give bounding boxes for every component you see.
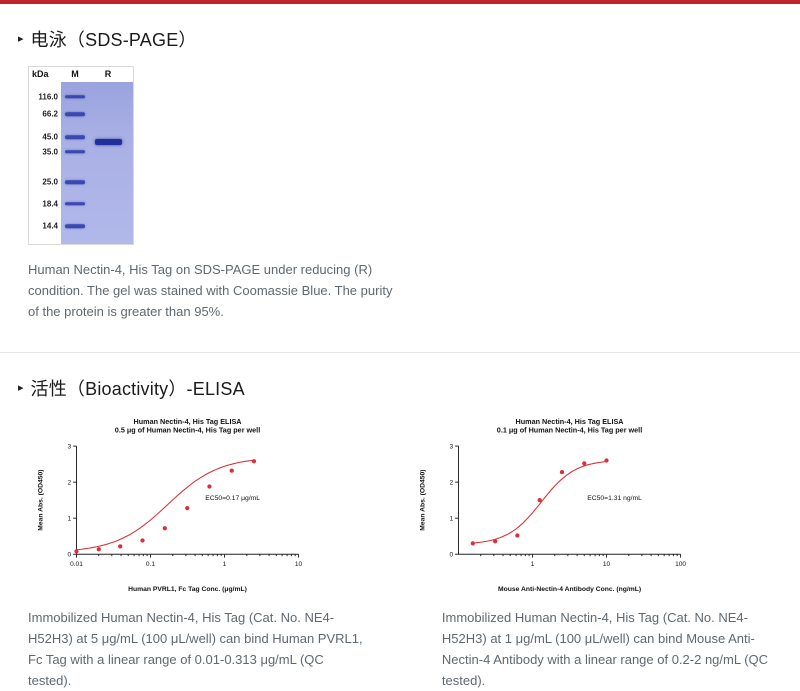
svg-text:0: 0	[450, 552, 454, 559]
gel-marker-band	[65, 135, 85, 139]
sds-page-gel-image: kDa M R 116.0 66.2 45.0 35.0 25.0 18.4 14.4	[28, 66, 134, 245]
svg-text:3: 3	[450, 443, 454, 450]
elisa-captions-row: Immobilized Human Nectin-4, His Tag (Cat…	[10, 607, 790, 691]
sds-page-section-header[interactable]: ▸ 电泳（SDS-PAGE）	[18, 26, 790, 52]
sds-page-section-title: 电泳（SDS-PAGE）	[30, 30, 197, 50]
svg-text:EC50=1.31 ng/mL: EC50=1.31 ng/mL	[587, 495, 642, 502]
sds-page-caption: Human Nectin-4, His Tag on SDS-PAGE unde…	[28, 262, 393, 320]
elisa-chart-right: Human Nectin-4, His Tag ELISA 0.1 μg of H…	[400, 413, 790, 597]
section-bioactivity: ▸ 活性（Bioactivity）-ELISA Human Nectin-4, …	[0, 375, 800, 691]
gel-body: 116.0 66.2 45.0 35.0 25.0 18.4 14.4	[29, 82, 133, 244]
gel-marker-band	[65, 149, 85, 154]
svg-text:0: 0	[68, 552, 72, 559]
svg-text:2: 2	[450, 480, 454, 487]
elisa-caption-right: Immobilized Human Nectin-4, His Tag (Cat…	[441, 610, 769, 689]
svg-text:3: 3	[68, 443, 72, 450]
gel-marker-band	[65, 94, 85, 99]
elisa-charts-row: Human Nectin-4, His Tag ELISA 0.5 μg of H…	[10, 413, 790, 597]
svg-text:1: 1	[450, 516, 454, 523]
svg-text:1: 1	[223, 561, 227, 568]
gel-marker-band	[65, 224, 85, 228]
gel-marker-label: 18.4	[42, 199, 58, 208]
section-divider	[0, 352, 800, 354]
svg-text:0.5 μg of Human Nectin-4, His: 0.5 μg of Human Nectin-4, His Tag per we…	[115, 426, 260, 435]
gel-marker-label: 66.2	[42, 109, 58, 119]
gel-marker-label: 45.0	[42, 132, 58, 142]
svg-text:Mouse Anti-Nectin-4 Antibody C: Mouse Anti-Nectin-4 Antibody Conc. (ng/m…	[498, 586, 641, 593]
svg-text:1: 1	[531, 561, 535, 568]
svg-text:0.1: 0.1	[146, 561, 155, 568]
gel-sample-band	[95, 138, 122, 145]
bioactivity-section-title: 活性（Bioactivity）-ELISA	[30, 379, 245, 400]
gel-marker-band	[65, 201, 85, 206]
top-accent-bar	[0, 0, 800, 4]
gel-marker-band	[65, 180, 85, 185]
gel-marker-labels: 116.0 66.2 45.0 35.0 25.0 18.4 14.4	[29, 82, 61, 244]
gel-lane-r-label: R	[104, 69, 112, 79]
gel-lane-labels: kDa M R	[29, 67, 133, 82]
gel-marker-label: 35.0	[42, 147, 58, 157]
svg-text:Human Nectin-4, His Tag ELISA: Human Nectin-4, His Tag ELISA	[134, 417, 243, 426]
section-sds-page: ▸ 电泳（SDS-PAGE） kDa M R 116.0 66.2 45.0 35.0…	[0, 26, 800, 322]
svg-text:1: 1	[68, 516, 72, 523]
gel-marker-band	[65, 112, 85, 117]
svg-text:100: 100	[675, 561, 686, 568]
svg-text:Human Nectin-4, His Tag ELISA: Human Nectin-4, His Tag ELISA	[516, 417, 625, 426]
gel-lane-m-label: M	[71, 69, 79, 79]
svg-text:2: 2	[68, 480, 72, 487]
bioactivity-section-header[interactable]: ▸ 活性（Bioactivity）-ELISA	[18, 375, 790, 401]
svg-text:Mean Abs. (OD450): Mean Abs. (OD450)	[38, 470, 45, 531]
svg-text:Mean Abs. (OD450): Mean Abs. (OD450)	[420, 470, 427, 531]
svg-text:0.1 μg of Human Nectin-4, His: 0.1 μg of Human Nectin-4, His Tag per we…	[497, 426, 642, 435]
gel-lanes	[61, 82, 133, 244]
svg-text:EC50=0.17 μg/mL: EC50=0.17 μg/mL	[205, 495, 260, 502]
gel-marker-label: 14.4	[42, 221, 58, 231]
svg-text:Human PVRL1, Fc Tag Conc. (μg/: Human PVRL1, Fc Tag Conc. (μg/mL)	[128, 586, 247, 593]
svg-text:10: 10	[295, 561, 303, 568]
svg-text:10: 10	[603, 561, 611, 568]
svg-text:0.01: 0.01	[70, 561, 83, 568]
elisa-caption-left: Immobilized Human Nectin-4, His Tag (Cat…	[28, 610, 363, 689]
gel-unit-label: kDa	[32, 69, 49, 79]
gel-marker-label: 116.0	[38, 92, 58, 102]
gel-marker-label: 25.0	[42, 177, 58, 187]
chevron-right-icon: ▸	[18, 32, 24, 45]
elisa-chart-left: Human Nectin-4, His Tag ELISA 0.5 μg of H…	[10, 413, 400, 597]
chevron-right-icon: ▸	[18, 381, 24, 394]
